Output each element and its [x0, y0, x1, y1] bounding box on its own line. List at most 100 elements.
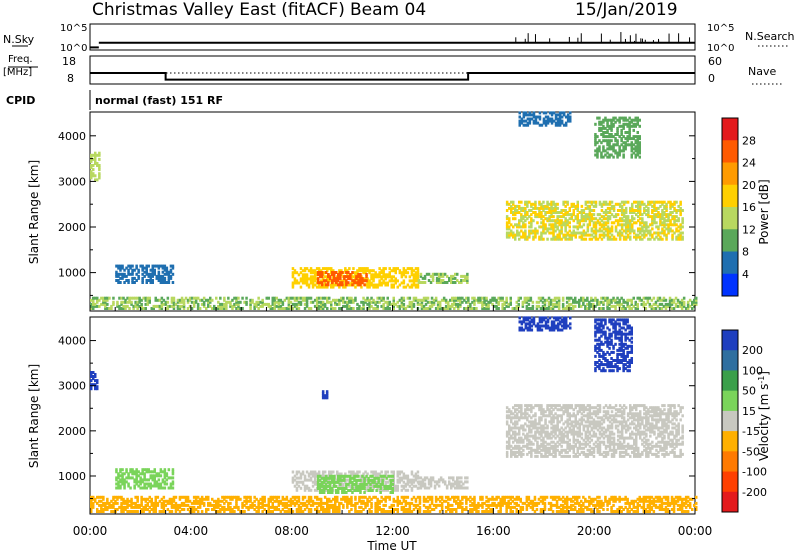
heatmap-cell: [467, 297, 470, 300]
heatmap-cell: [136, 496, 139, 499]
heatmap-cell: [393, 471, 396, 474]
heatmap-cell: [611, 225, 614, 228]
heatmap-cell: [168, 468, 171, 471]
colorbar-swatch: [722, 163, 738, 186]
power-heatmap: [90, 111, 698, 310]
heatmap-cell: [598, 496, 601, 499]
cpid-label: CPID: [6, 94, 35, 107]
heatmap-cell: [586, 297, 589, 300]
heatmap-cell: [112, 297, 115, 300]
power-ylabel: Slant Range [km]: [27, 160, 41, 264]
heatmap-cell: [381, 479, 384, 482]
heatmap-cell: [552, 215, 555, 218]
heatmap-cell: [596, 135, 599, 138]
heatmap-cell: [466, 487, 469, 490]
heatmap-cell: [359, 479, 362, 482]
heatmap-cell: [172, 480, 175, 483]
heatmap-cell: [127, 483, 130, 486]
heatmap-cell: [417, 471, 420, 474]
heatmap-cell: [520, 498, 523, 501]
heatmap-cell: [363, 491, 366, 494]
heatmap-cell: [569, 116, 572, 119]
heatmap-cell: [562, 297, 565, 300]
heatmap-cell: [524, 223, 527, 226]
heatmap-cell: [393, 297, 396, 300]
heatmap-cell: [510, 297, 513, 300]
nsky-log-max-right: 10^5: [707, 23, 734, 34]
heatmap-cell: [407, 475, 410, 478]
heatmap-cell: [661, 238, 664, 241]
heatmap-cell: [389, 307, 392, 310]
heatmap-cell: [546, 496, 549, 499]
heatmap-cell: [171, 510, 174, 513]
heatmap-cell: [598, 510, 601, 513]
freq-label-line2: [MHz]: [3, 67, 32, 78]
heatmap-cell: [357, 475, 360, 478]
heatmap-cell: [397, 485, 400, 488]
heatmap-cell: [365, 279, 368, 282]
heatmap-cell: [172, 476, 175, 479]
freq-tick-top: 18: [62, 55, 76, 68]
heatmap-cell: [116, 301, 119, 304]
freq-line: [90, 73, 695, 80]
heatmap-cell: [172, 487, 175, 490]
y-tick-label: 4000: [58, 130, 86, 143]
heatmap-cell: [172, 273, 175, 276]
heatmap-cell: [167, 301, 170, 304]
heatmap-cell: [229, 502, 232, 505]
heatmap-cell: [536, 230, 539, 233]
heatmap-cell: [520, 201, 523, 204]
heatmap-cell: [485, 297, 488, 300]
heatmap-cell: [318, 471, 321, 474]
heatmap-cell: [286, 496, 289, 499]
heatmap-cell: [201, 510, 204, 513]
nsky-log-min-left: 10^0: [60, 43, 87, 54]
colorbar-swatch: [722, 140, 738, 163]
heatmap-cell: [261, 299, 264, 302]
heatmap-cell: [477, 510, 480, 513]
heatmap-cell: [96, 379, 99, 382]
heatmap-cell: [683, 297, 686, 300]
heatmap-cell: [577, 201, 580, 204]
heatmap-cell: [615, 238, 618, 241]
heatmap-cell: [645, 221, 648, 224]
heatmap-cell: [695, 297, 698, 300]
heatmap-cell: [341, 281, 344, 284]
heatmap-cell: [211, 299, 214, 302]
nsky-label: N.Sky: [3, 33, 35, 46]
heatmap-cell: [598, 145, 601, 148]
heatmap-cell: [131, 265, 134, 268]
colorbar-tick-label: 8: [742, 246, 749, 259]
heatmap-cell: [677, 217, 680, 220]
heatmap-cell: [352, 267, 355, 270]
heatmap-cell: [172, 281, 175, 284]
heatmap-cell: [461, 502, 464, 505]
heatmap-cell: [532, 305, 535, 308]
colorbar-swatch: [722, 207, 738, 230]
heatmap-cell: [304, 496, 307, 499]
nave-tick-top: 60: [708, 55, 722, 68]
heatmap-cell: [300, 487, 303, 490]
colorbar-tick-label: 16: [742, 201, 756, 214]
heatmap-cell: [647, 207, 650, 210]
heatmap-cell: [612, 156, 615, 159]
heatmap-cell: [130, 301, 133, 304]
heatmap-cell: [528, 303, 531, 306]
heatmap-cell: [424, 483, 427, 486]
heatmap-cell: [451, 504, 454, 507]
heatmap-cell: [310, 508, 313, 511]
heatmap-cell: [681, 232, 684, 235]
heatmap-cell: [501, 297, 504, 300]
heatmap-cell: [119, 281, 122, 284]
heatmap-cell: [233, 510, 236, 513]
heatmap-cell: [397, 279, 400, 282]
heatmap-cell: [371, 489, 374, 492]
heatmap-cell: [397, 496, 400, 499]
heatmap-cell: [438, 485, 441, 488]
heatmap-cell: [533, 111, 536, 114]
heatmap-cell: [365, 273, 368, 276]
heatmap-cell: [102, 496, 105, 499]
heatmap-cell: [163, 496, 166, 499]
